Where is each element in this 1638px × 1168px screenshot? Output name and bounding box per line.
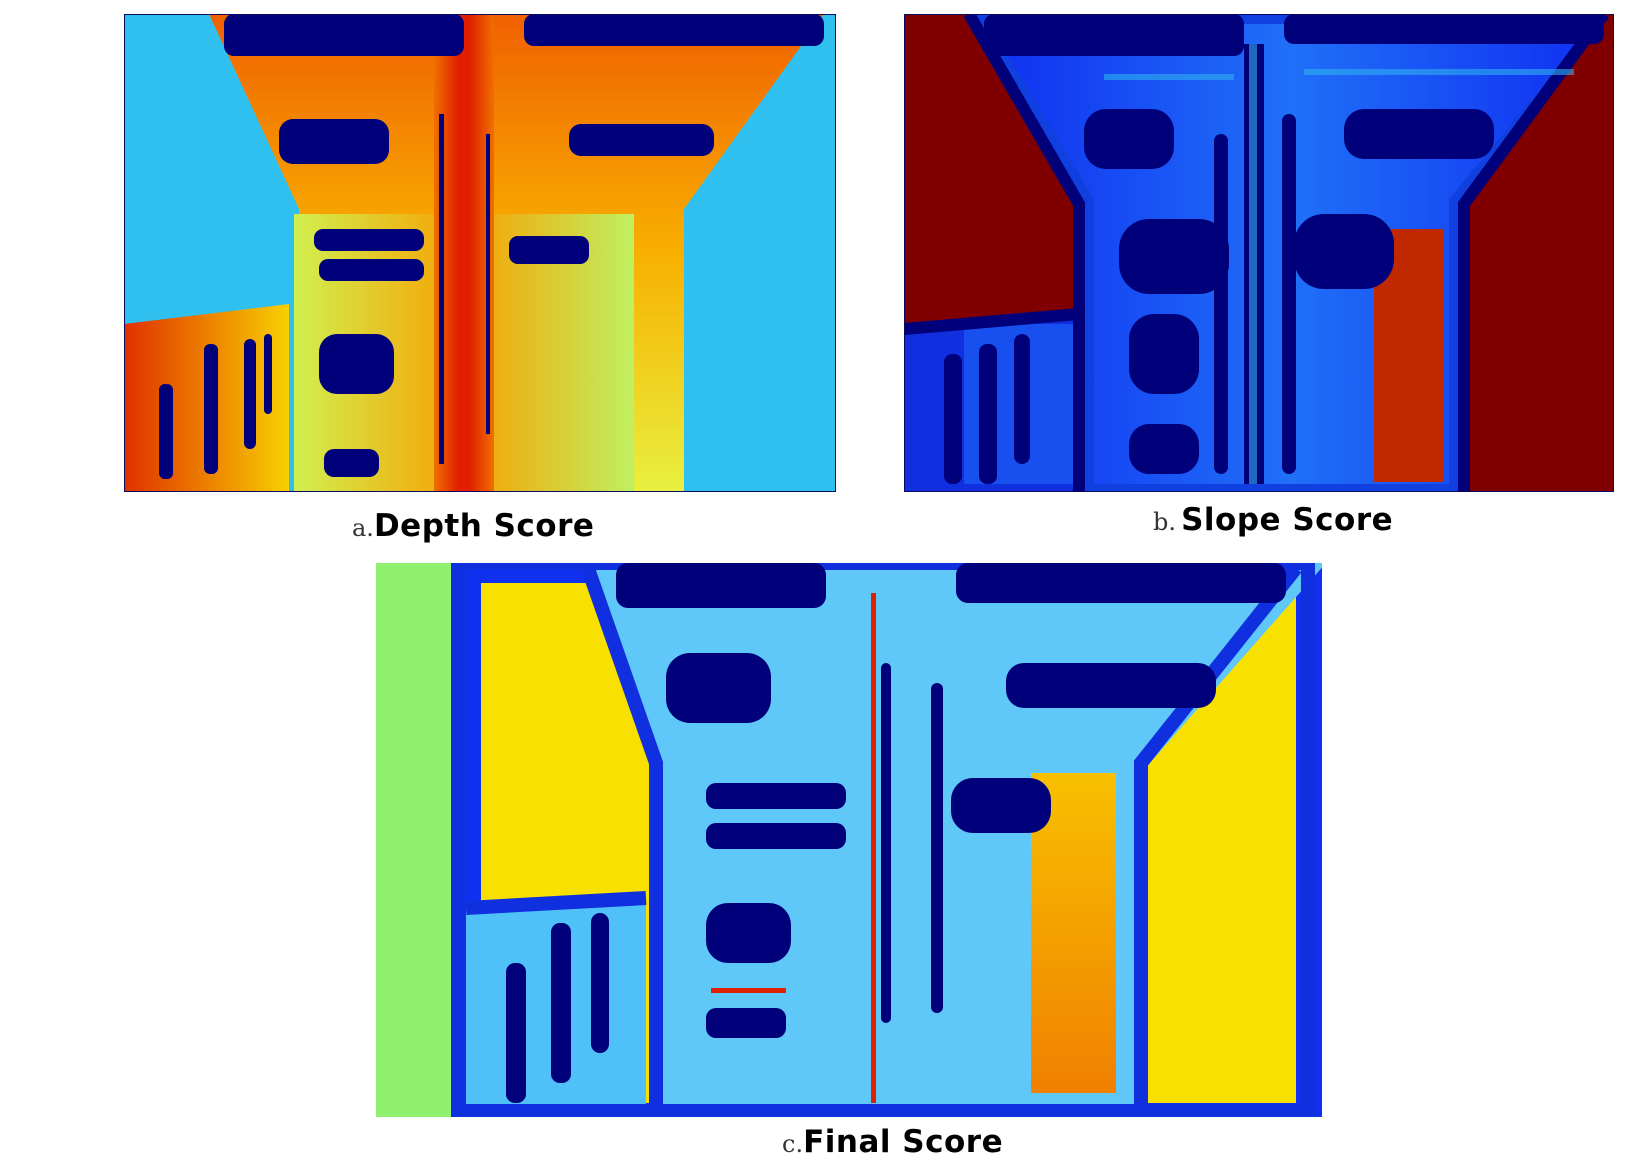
slope-score-heatmap — [904, 14, 1614, 492]
caption-a-title: Depth Score — [373, 508, 595, 544]
caption-b-title: Slope Score — [1181, 502, 1394, 538]
caption-a: a.Depth Score — [352, 508, 594, 544]
caption-c-letter: c. — [782, 1130, 804, 1158]
final-score-heatmap — [376, 563, 1322, 1117]
caption-b: b. Slope Score — [1153, 502, 1393, 538]
depth-score-heatmap — [124, 14, 836, 492]
caption-c: c.Final Score — [782, 1124, 1003, 1160]
caption-a-letter: a. — [352, 514, 374, 542]
caption-c-title: Final Score — [803, 1124, 1004, 1160]
caption-b-letter: b. — [1153, 508, 1176, 536]
